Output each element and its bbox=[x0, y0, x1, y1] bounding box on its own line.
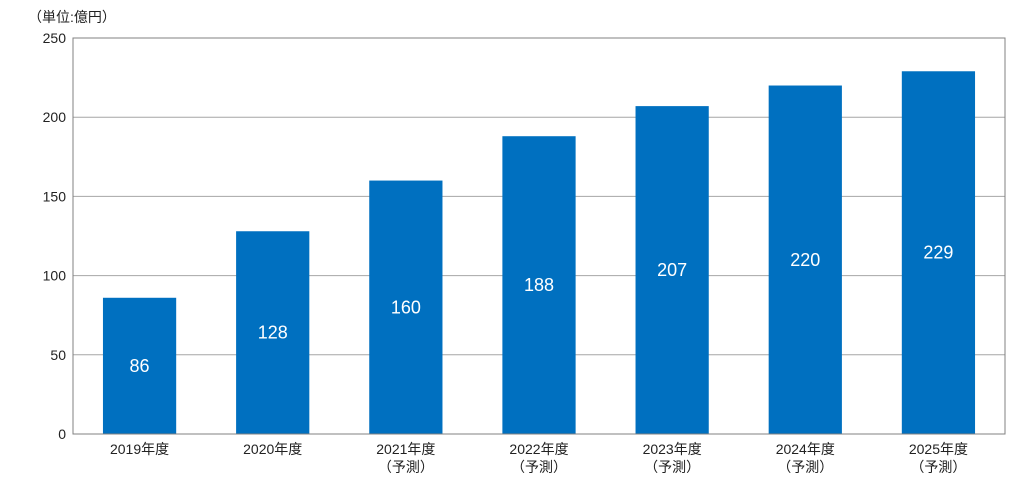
y-tick-label: 200 bbox=[43, 109, 67, 125]
bar bbox=[768, 85, 842, 435]
bar bbox=[369, 180, 443, 434]
bar bbox=[502, 136, 576, 434]
y-tick-label: 0 bbox=[58, 426, 66, 442]
x-category-label: 2021年度 bbox=[376, 441, 435, 457]
bar bbox=[635, 106, 709, 434]
bars bbox=[102, 71, 976, 435]
bar-value-labels: 86 128 160 188 207 220 229 bbox=[130, 243, 954, 376]
y-tick-label: 100 bbox=[43, 268, 67, 284]
x-category-label: （予測） bbox=[378, 459, 434, 475]
bar-value-label: 207 bbox=[657, 260, 687, 280]
x-axis-category-labels: 2019年度 2020年度 2021年度 （予測） 2022年度 （予測） 2023年度 （予… bbox=[110, 441, 968, 475]
bar bbox=[102, 297, 177, 434]
x-category-label: 2022年度 bbox=[509, 441, 568, 457]
bar-value-label: 229 bbox=[923, 243, 953, 263]
x-category-label: 2024年度 bbox=[776, 441, 835, 457]
bar-value-label: 188 bbox=[524, 275, 554, 295]
bar-value-label: 128 bbox=[258, 323, 288, 343]
x-category-label: （予測） bbox=[777, 459, 833, 475]
x-category-label: （予測） bbox=[644, 459, 700, 475]
bar bbox=[236, 231, 310, 434]
bar-value-label: 86 bbox=[130, 356, 150, 376]
y-tick-label: 250 bbox=[43, 30, 67, 46]
plot-frame bbox=[72, 37, 1006, 435]
y-axis-tick-labels: 0 50 100 150 200 250 bbox=[43, 30, 67, 442]
x-category-label: 2025年度 bbox=[909, 441, 968, 457]
bar-value-label: 160 bbox=[391, 297, 421, 317]
y-tick-label: 50 bbox=[50, 347, 66, 363]
x-category-label: 2019年度 bbox=[110, 441, 169, 457]
x-category-label: 2023年度 bbox=[643, 441, 702, 457]
bar bbox=[901, 71, 976, 434]
x-category-label: （予測） bbox=[910, 459, 966, 475]
unit-label: （単位:億円） bbox=[28, 9, 116, 25]
x-category-label: 2020年度 bbox=[243, 441, 302, 457]
bar-value-label: 220 bbox=[790, 250, 820, 270]
x-category-label: （予測） bbox=[511, 459, 567, 475]
y-tick-label: 150 bbox=[43, 188, 67, 204]
